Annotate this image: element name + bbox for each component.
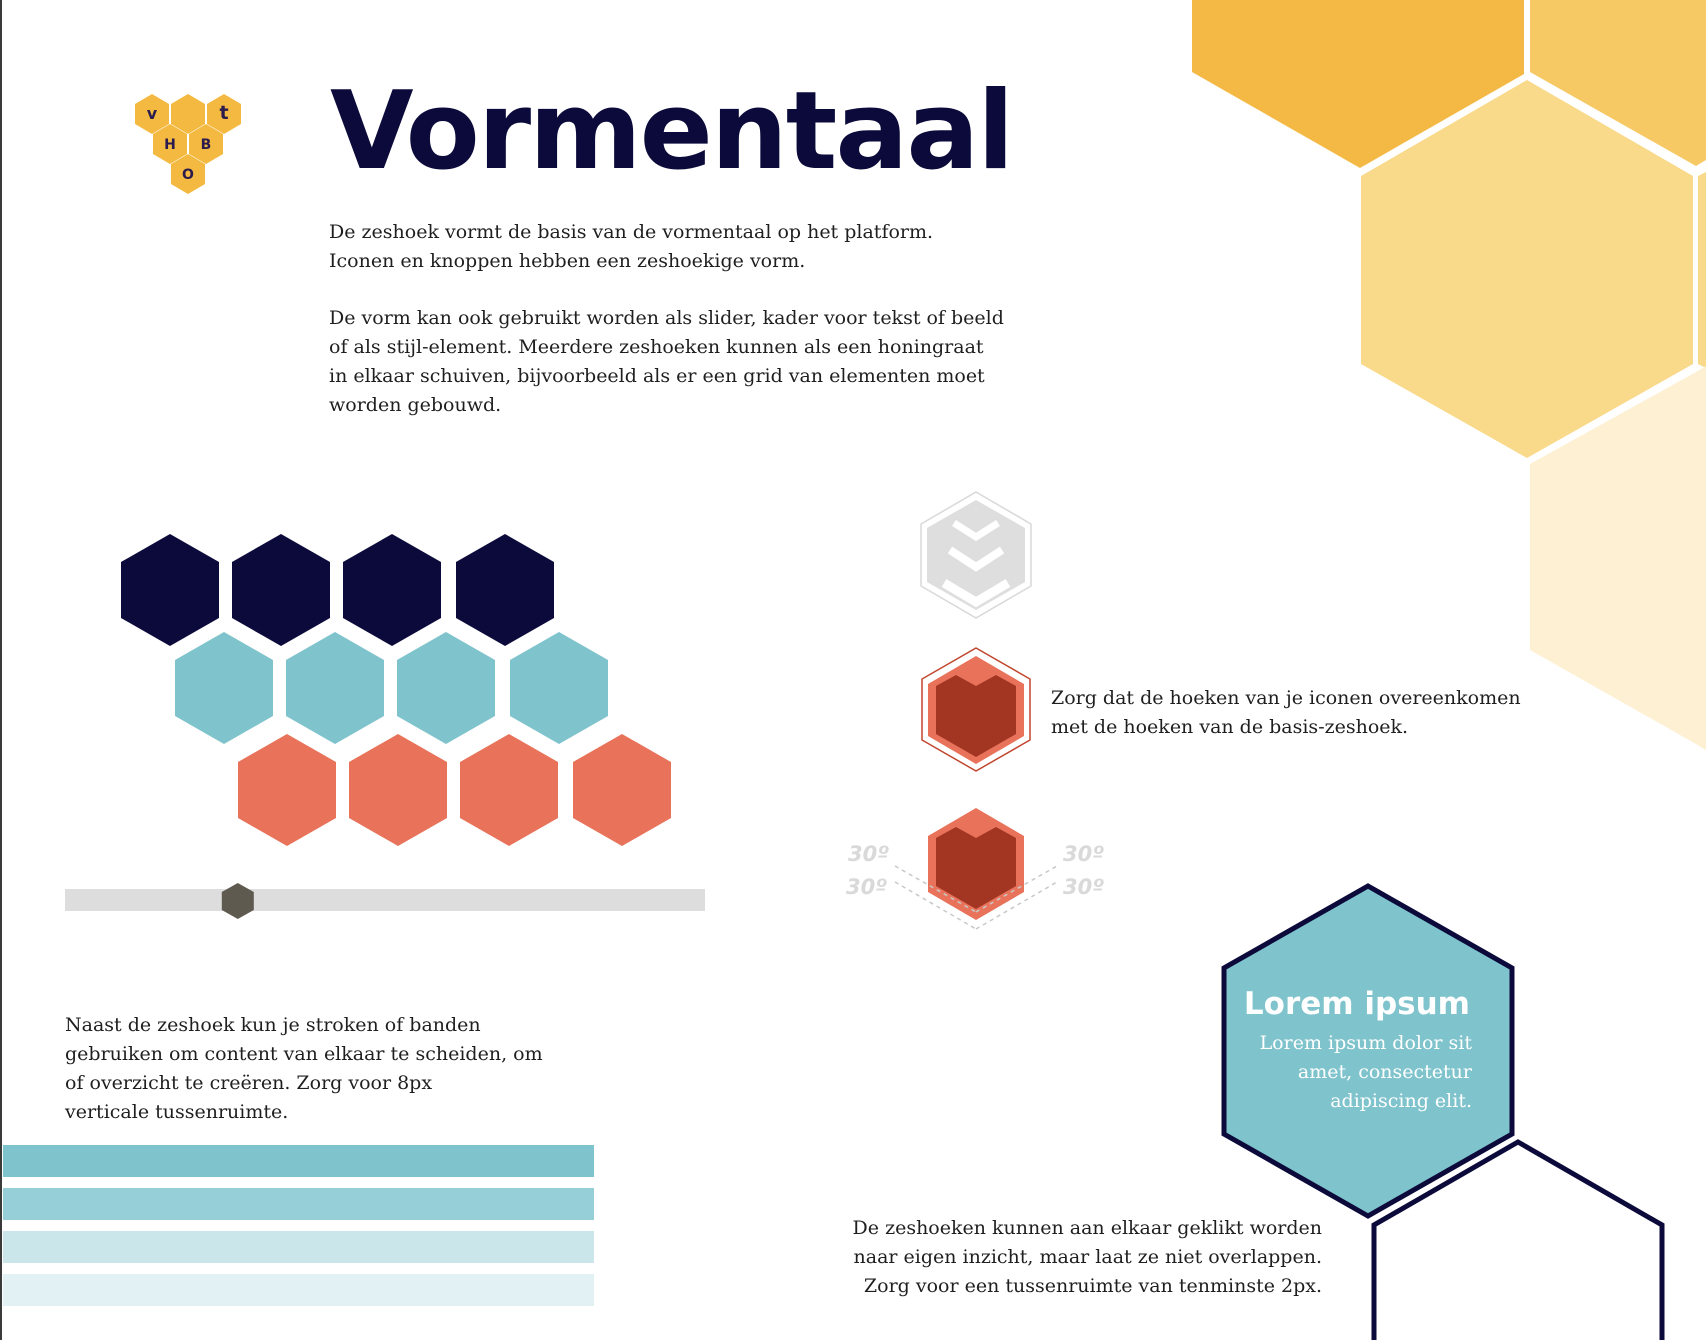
hex-coral: [573, 734, 671, 846]
text-line: naar eigen inzicht, maar laat ze niet ov…: [853, 1246, 1323, 1268]
grey-icon-body: [927, 500, 1025, 610]
lorem-title: Lorem ipsum: [1243, 986, 1470, 1022]
angle-label: 30º: [1063, 842, 1104, 866]
hex-teal: [510, 632, 608, 744]
text-line: met de hoeken van de basis-zeshoek.: [1051, 716, 1409, 738]
logo-cell: [189, 124, 223, 164]
text-line: worden gebouwd.: [329, 394, 502, 416]
angle-label: 30º: [846, 875, 887, 899]
logo-letter-o: O: [182, 167, 194, 183]
text-line: in elkaar schuiven, bijvoorbeeld als er …: [329, 365, 985, 387]
honey-cell-5: [1530, 366, 1706, 750]
hex-navy: [232, 534, 330, 646]
hex-teal: [175, 632, 273, 744]
slider-thumb[interactable]: [221, 883, 254, 919]
logo: v t H B O: [135, 94, 241, 194]
honey-cell-3: [1361, 80, 1693, 458]
hex-teal: [286, 632, 384, 744]
outline-hexagon: [1371, 1139, 1665, 1340]
text-line: Zorg voor een tussenruimte van tenminste…: [863, 1275, 1322, 1297]
hex-coral: [460, 734, 558, 846]
intro-text: De zeshoek vormt de basis van de vorment…: [329, 218, 1004, 448]
page-border: [0, 0, 2, 1340]
text-line: Zorg dat de hoeken van je iconen overeen…: [1051, 687, 1521, 709]
honey-cell-1: [1192, 0, 1524, 168]
honeycomb-decoration: [1192, 0, 1706, 750]
text-line: of overzicht te creëren. Zorg voor 8px: [65, 1072, 433, 1094]
slider-track[interactable]: [65, 889, 705, 911]
logo-letter-v: v: [147, 104, 158, 123]
page-title: Vormentaal: [330, 69, 1014, 194]
honey-cell-2: [1530, 0, 1706, 166]
chevron-down-icon: [941, 579, 1011, 608]
logo-letter-b: B: [201, 137, 212, 153]
intro-paragraph-1: De zeshoek vormt de basis van de vorment…: [329, 218, 1004, 276]
logo-cell: [171, 154, 205, 194]
angle-label: 30º: [848, 842, 889, 866]
hex-navy: [343, 534, 441, 646]
hex-navy: [456, 534, 554, 646]
text-line: Iconen en knoppen hebben een zeshoekige …: [329, 250, 806, 272]
heart-icon-outline: [921, 647, 1031, 772]
logo-letter-t: t: [219, 102, 228, 124]
heart-hexagon-icon: [921, 647, 1031, 772]
hex-coral: [349, 734, 447, 846]
text-line: Naast de zeshoek kun je stroken of bande…: [65, 1014, 481, 1036]
heart-icon: [936, 675, 1016, 757]
text-line: amet, consectetur: [1297, 1061, 1472, 1083]
hex-teal: [397, 632, 495, 744]
logo-cell: [135, 94, 169, 134]
text-line: Lorem ipsum dolor sit: [1259, 1032, 1472, 1054]
intro-paragraph-2: De vorm kan ook gebruikt worden als slid…: [329, 304, 1004, 420]
text-line: of als stijl-element. Meerdere zeshoeken…: [329, 336, 984, 358]
band-3: [3, 1231, 594, 1263]
text-line: adipiscing elit.: [1330, 1090, 1472, 1112]
logo-cell: [207, 94, 241, 134]
slider[interactable]: [65, 883, 705, 919]
band-4: [3, 1274, 594, 1306]
text-line: gebruiken om content van elkaar te schei…: [65, 1043, 543, 1065]
angle-label: 30º: [1063, 875, 1104, 899]
band-note: Naast de zeshoek kun je stroken of bande…: [65, 1011, 543, 1127]
angle-diagram: 30º 30º 30º 30º: [846, 808, 1104, 930]
text-line: verticale tussenruimte.: [65, 1101, 289, 1123]
band-1: [3, 1145, 594, 1177]
heart-icon: [936, 827, 1016, 909]
chevron-down-icon: [952, 520, 1000, 542]
click-note: De zeshoeken kunnen aan elkaar geklikt w…: [840, 1214, 1322, 1301]
chevron-down-icon: [947, 546, 1005, 572]
logo-letter-h: H: [164, 137, 176, 153]
text-line: De zeshoek vormt de basis van de vorment…: [329, 221, 934, 243]
lorem-body: Lorem ipsum dolor sit amet, consectetur …: [1230, 1029, 1472, 1116]
hex-navy: [121, 534, 219, 646]
text-line: De vorm kan ook gebruikt worden als slid…: [329, 307, 1004, 329]
hex-coral: [238, 734, 336, 846]
logo-cell: [171, 94, 205, 134]
lorem-hexagon-frame: [1221, 883, 1515, 1219]
band-2: [3, 1188, 594, 1220]
grey-hexagon-icon: [920, 491, 1032, 619]
logo-cell: [153, 124, 187, 164]
text-line: De zeshoeken kunnen aan elkaar geklikt w…: [852, 1217, 1322, 1239]
grey-icon-outline: [920, 491, 1032, 619]
honey-cell-4: [1698, 172, 1706, 368]
hexagon-grid: [121, 534, 671, 846]
icon-note: Zorg dat de hoeken van je iconen overeen…: [1051, 684, 1521, 742]
